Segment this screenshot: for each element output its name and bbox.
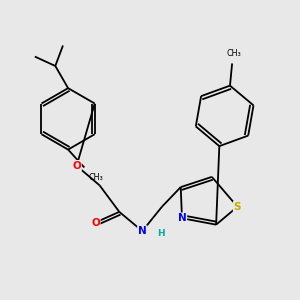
Text: CH₃: CH₃ [88, 172, 103, 182]
Text: O: O [91, 218, 100, 227]
Text: O: O [72, 161, 81, 171]
Text: N: N [178, 213, 186, 223]
Text: N: N [138, 226, 147, 236]
Text: S: S [234, 202, 241, 212]
Text: H: H [157, 229, 165, 238]
Text: CH₃: CH₃ [226, 49, 241, 58]
